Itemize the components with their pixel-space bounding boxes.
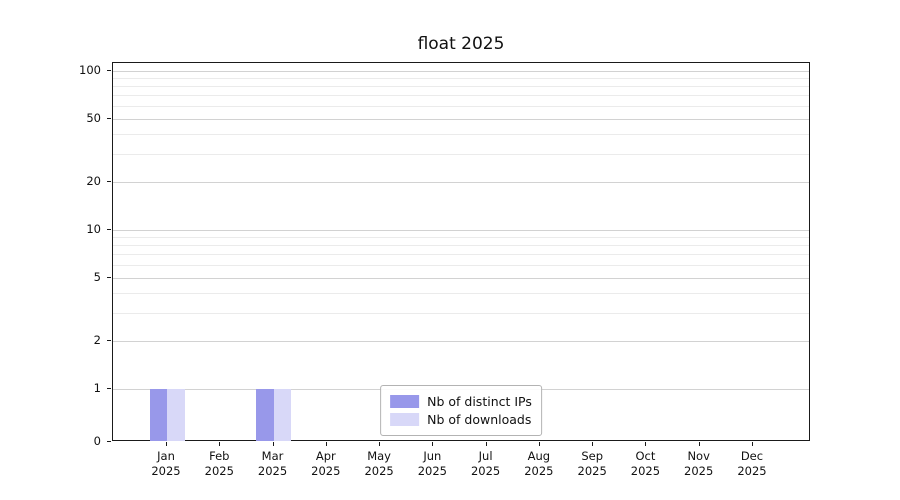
legend-swatch-downloads [390, 413, 420, 426]
x-tick-month: Oct [635, 449, 656, 463]
y-tick-label: 1 [93, 381, 101, 395]
y-tick-mark [107, 276, 111, 278]
bar-nb-of-downloads [167, 389, 185, 441]
x-tick-label: Sep 2025 [565, 449, 619, 479]
y-tick-mark [107, 69, 111, 71]
bar-nb-of-distinct-ips [149, 389, 167, 441]
x-tick-month: Sep [581, 449, 603, 463]
x-tick-month: Nov [687, 449, 710, 463]
x-tick-year: 2025 [737, 464, 767, 478]
x-tick-month: Jun [423, 449, 442, 463]
legend: Nb of distinct IPs Nb of downloads [380, 385, 542, 436]
gridline-major [113, 229, 809, 231]
chart-title: float 2025 [417, 34, 505, 54]
x-tick-month: Dec [740, 449, 764, 463]
y-tick-label: 5 [93, 269, 101, 284]
gridline-minor [113, 293, 809, 295]
x-tick-year: 2025 [364, 464, 394, 478]
y-tick-label: 0 [93, 434, 101, 448]
x-tick-month: Mar [261, 449, 284, 463]
gridline-major [113, 277, 809, 279]
plot-area: Nb of distinct IPs Nb of downloads [112, 62, 810, 441]
x-tick-year: 2025 [470, 464, 501, 478]
gridline-minor [113, 133, 809, 135]
y-tick-mark [107, 228, 111, 230]
gridline-major [113, 70, 809, 72]
x-tick-year: 2025 [577, 464, 607, 478]
x-tick-year: 2025 [524, 464, 554, 478]
y-tick-label: 100 [79, 62, 101, 77]
x-tick-label: Jan 2025 [139, 449, 193, 479]
gridline-minor [113, 313, 809, 315]
x-tick-year: 2025 [417, 464, 447, 478]
x-tick-mark [166, 442, 167, 446]
x-tick-month: Apr [315, 449, 336, 463]
legend-item-downloads: Nb of downloads [390, 412, 532, 427]
y-tick-mark [107, 388, 111, 389]
x-tick-year: 2025 [204, 464, 234, 478]
gridline-minor [113, 105, 809, 107]
x-tick-mark [432, 442, 434, 446]
x-tick-year: 2025 [684, 464, 714, 478]
x-tick-label: Feb 2025 [192, 449, 246, 479]
gridline-minor [113, 153, 809, 155]
x-tick-label: Aug 2025 [512, 449, 566, 479]
x-tick-year: 2025 [311, 464, 341, 478]
x-tick-mark [325, 442, 327, 446]
x-tick-year: 2025 [257, 464, 288, 478]
x-tick-year: 2025 [630, 464, 661, 478]
x-tick-mark [379, 442, 381, 446]
x-tick-label: Oct 2025 [618, 449, 672, 479]
x-tick-label: Mar 2025 [246, 449, 300, 479]
x-tick-mark [645, 442, 647, 446]
x-tick-mark [592, 442, 594, 446]
x-tick-mark [698, 442, 700, 446]
legend-label-downloads: Nb of downloads [427, 412, 532, 427]
x-tick-mark [751, 442, 753, 446]
legend-label-distinct-ips: Nb of distinct IPs [427, 394, 532, 409]
x-tick-mark [219, 442, 221, 446]
y-tick-label: 2 [93, 333, 101, 348]
bar-nb-of-distinct-ips [256, 389, 274, 441]
x-tick-label: Apr 2025 [299, 449, 353, 479]
gridline-major [113, 341, 809, 343]
gridline-minor [113, 254, 809, 256]
bar-nb-of-downloads [273, 389, 292, 441]
y-tick-mark [107, 340, 111, 342]
x-tick-month: Feb [209, 449, 230, 463]
gridline-minor [113, 245, 809, 247]
y-tick-label: 50 [86, 110, 101, 125]
gridline-minor [113, 95, 809, 97]
legend-item-distinct-ips: Nb of distinct IPs [390, 394, 532, 409]
x-tick-label: May 2025 [352, 449, 406, 479]
x-tick-label: Jul 2025 [459, 449, 513, 479]
x-tick-month: Jul [478, 449, 493, 463]
x-tick-label: Dec 2025 [725, 449, 779, 479]
y-tick-mark [107, 180, 111, 182]
x-tick-year: 2025 [151, 464, 181, 478]
y-tick-mark [107, 441, 111, 442]
x-tick-mark [538, 442, 540, 446]
x-tick-mark [272, 442, 274, 446]
legend-swatch-distinct-ips [390, 395, 420, 408]
x-tick-label: Jun 2025 [405, 449, 459, 479]
gridline-minor [113, 86, 809, 88]
x-tick-month: Jan [157, 449, 175, 463]
gridline-minor [113, 237, 809, 239]
y-tick-label: 20 [86, 173, 101, 188]
x-tick-month: Aug [527, 449, 551, 463]
gridline-minor [113, 77, 809, 79]
x-tick-label: Nov 2025 [672, 449, 726, 479]
y-tick-mark [107, 117, 111, 119]
gridline-major [113, 181, 809, 183]
x-tick-month: May [367, 449, 391, 463]
gridline-minor [113, 265, 809, 267]
x-tick-mark [485, 442, 487, 446]
y-tick-label: 10 [86, 221, 101, 236]
gridline-major [113, 118, 809, 120]
